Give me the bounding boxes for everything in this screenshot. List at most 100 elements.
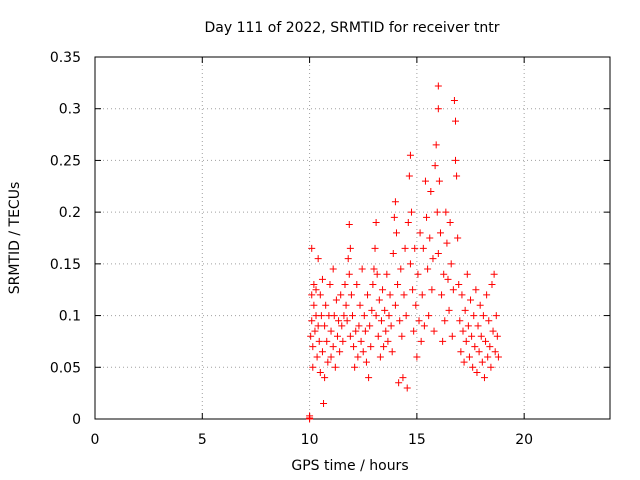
data-point [440, 270, 448, 278]
data-point [341, 281, 349, 289]
data-point [365, 374, 373, 382]
data-point [359, 348, 367, 356]
data-point [423, 213, 431, 221]
data-point [350, 343, 358, 351]
data-point [339, 337, 347, 345]
data-point [332, 296, 340, 304]
data-point [410, 327, 418, 335]
plot-frame [94, 56, 611, 420]
data-point [366, 322, 374, 330]
data-point [346, 332, 354, 340]
data-point [379, 286, 387, 294]
data-point [478, 358, 486, 366]
data-point [395, 379, 403, 387]
data-point [306, 415, 314, 423]
data-point [456, 317, 464, 325]
data-point [329, 265, 337, 273]
data-point [337, 291, 345, 299]
data-point [356, 301, 364, 309]
data-point [472, 286, 480, 294]
y-tick-label: 0 [72, 412, 81, 428]
data-point [318, 348, 326, 356]
data-point [438, 291, 446, 299]
data-point [434, 105, 442, 113]
data-point [333, 332, 341, 340]
data-point [424, 265, 432, 273]
data-point [427, 187, 435, 195]
data-point [394, 281, 402, 289]
data-point [408, 208, 416, 216]
data-point [381, 306, 389, 314]
data-point [390, 213, 398, 221]
data-point [419, 244, 427, 252]
x-tick-label: 10 [301, 432, 319, 448]
data-point [474, 322, 482, 330]
data-point [364, 291, 372, 299]
data-point [326, 281, 334, 289]
data-point [315, 337, 323, 345]
data-point [490, 270, 498, 278]
data-point [371, 244, 379, 252]
data-point [399, 374, 407, 382]
data-point [482, 337, 490, 345]
data-point [354, 353, 362, 361]
y-tick-label: 0.35 [50, 50, 81, 66]
data-point [314, 255, 322, 263]
x-tick-label: 15 [408, 432, 426, 448]
data-point [432, 141, 440, 149]
data-point [447, 260, 455, 268]
x-tick-label: 20 [515, 432, 533, 448]
data-point [321, 374, 329, 382]
data-point [459, 327, 467, 335]
data-point [488, 281, 496, 289]
data-point [450, 96, 458, 104]
data-point [331, 363, 339, 371]
data-point [388, 348, 396, 356]
data-point [396, 317, 404, 325]
data-point [434, 250, 442, 258]
data-point [492, 312, 500, 320]
y-tick-label: 0.3 [59, 102, 81, 118]
data-points [306, 82, 502, 423]
data-point [484, 353, 492, 361]
data-point [336, 348, 344, 356]
data-point [401, 244, 409, 252]
data-point [342, 301, 350, 309]
data-point [441, 317, 449, 325]
data-point [412, 301, 420, 309]
data-point [327, 327, 335, 335]
data-point [475, 348, 483, 356]
data-point [312, 286, 320, 294]
data-point [317, 312, 325, 320]
data-point [318, 275, 326, 283]
data-point [314, 322, 322, 330]
data-point [467, 296, 475, 304]
data-point [311, 327, 319, 335]
data-point [421, 177, 429, 185]
x-axis-label: GPS time / hours [291, 458, 408, 474]
data-point [361, 327, 369, 335]
data-point [426, 234, 434, 242]
data-point [367, 343, 375, 351]
data-point [374, 332, 382, 340]
data-point [324, 358, 332, 366]
data-point [376, 353, 384, 361]
data-point [460, 358, 468, 366]
data-point [415, 317, 423, 325]
data-point [335, 317, 343, 325]
y-tick-label: 0.2 [59, 205, 81, 221]
data-point [369, 281, 377, 289]
data-point [349, 312, 356, 320]
data-point [386, 291, 394, 299]
data-point [428, 286, 436, 294]
data-point [308, 244, 316, 252]
data-point [404, 218, 412, 226]
data-point [320, 399, 328, 407]
data-point [464, 322, 472, 330]
data-point [411, 244, 419, 252]
data-point [372, 312, 380, 320]
data-point [329, 343, 337, 351]
data-point [321, 322, 329, 330]
data-point [309, 363, 317, 371]
data-point [351, 363, 359, 371]
